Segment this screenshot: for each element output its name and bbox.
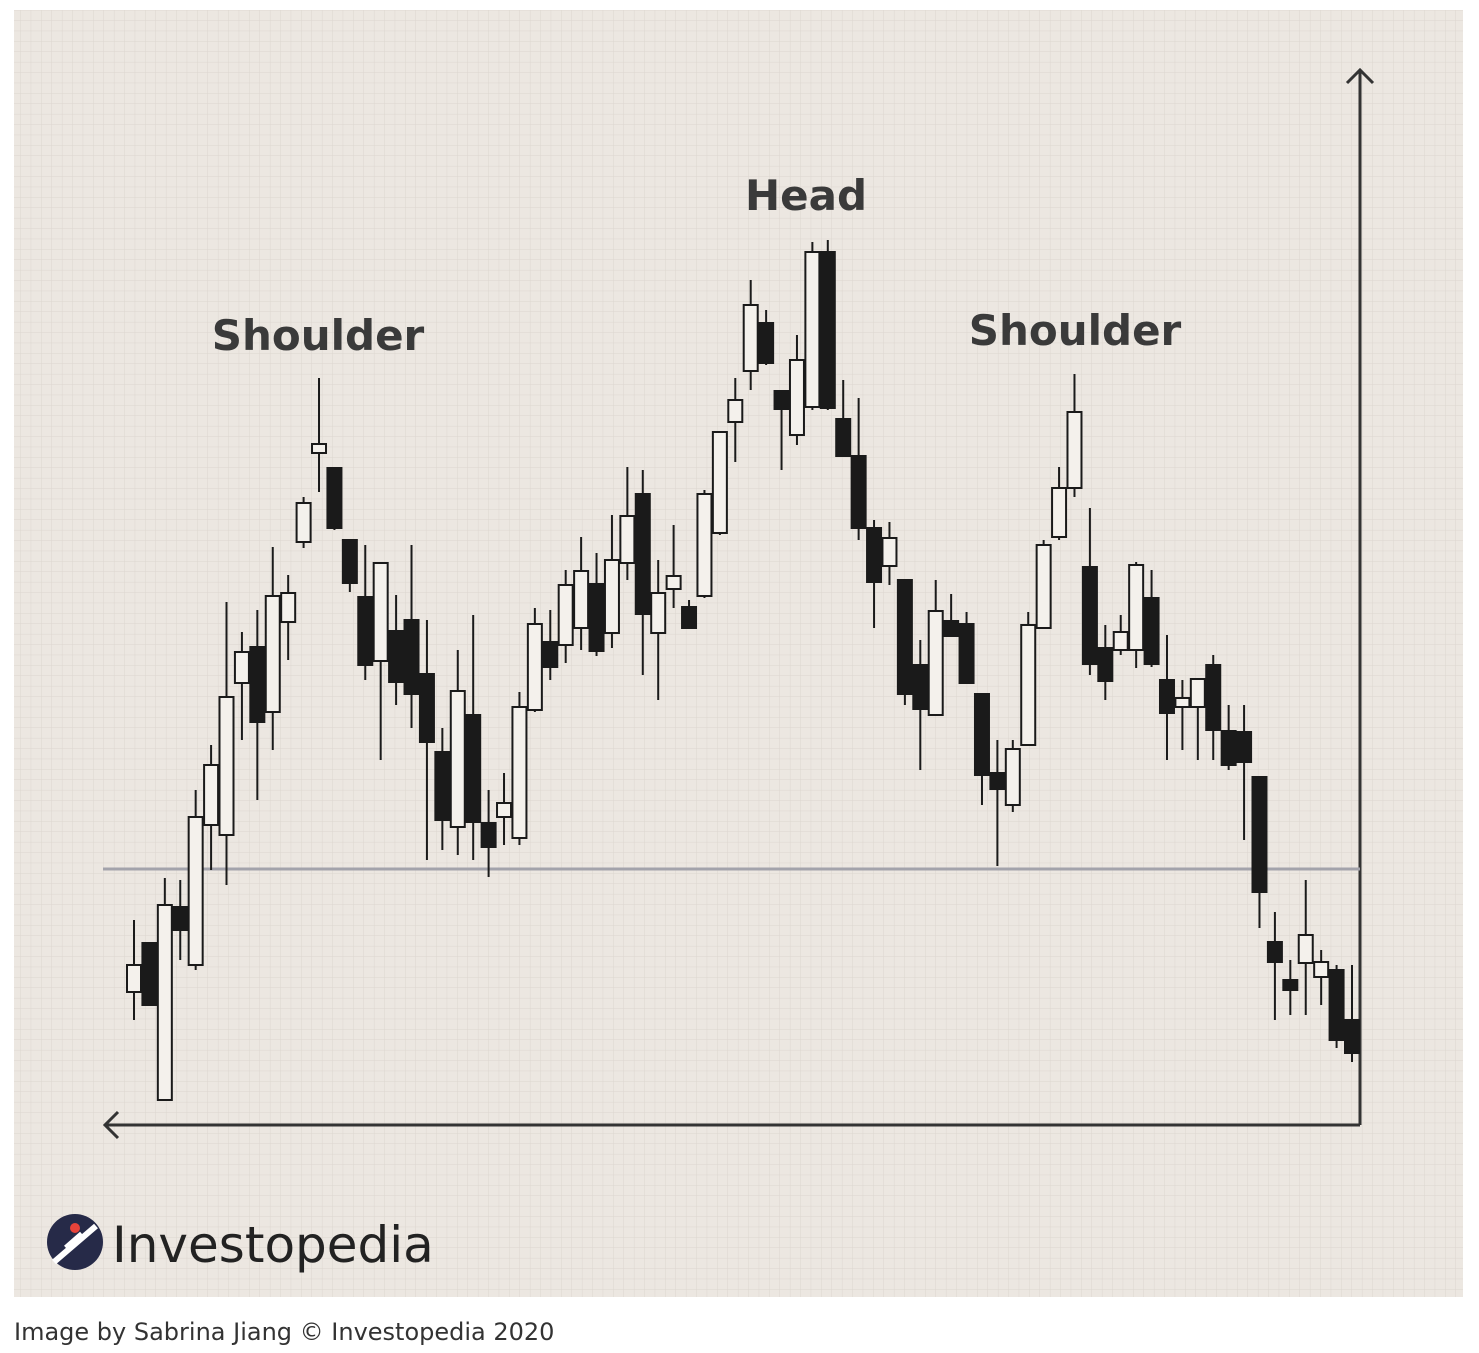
candle-body bbox=[1251, 776, 1268, 893]
candle-body bbox=[619, 515, 636, 564]
candle-body bbox=[1205, 664, 1222, 731]
candle-body bbox=[372, 562, 389, 662]
candle-body bbox=[819, 251, 836, 409]
candle-body bbox=[1066, 411, 1083, 489]
candle-body bbox=[187, 816, 204, 966]
candle-body bbox=[1051, 487, 1068, 538]
annotation: Shoulder bbox=[212, 311, 425, 360]
candle-body bbox=[341, 539, 358, 584]
candle-body bbox=[1112, 631, 1129, 651]
candle-body bbox=[280, 592, 297, 623]
candle-body bbox=[388, 630, 405, 683]
candle-body bbox=[943, 620, 960, 637]
axes bbox=[102, 67, 1375, 1140]
candle-body bbox=[264, 595, 281, 713]
candle-body bbox=[526, 623, 543, 711]
candle-body bbox=[156, 904, 173, 1101]
candle-body bbox=[1174, 697, 1191, 708]
annotation: Shoulder bbox=[969, 306, 1182, 355]
logo-text: Investopedia bbox=[112, 1216, 434, 1274]
candle-body bbox=[203, 764, 220, 826]
candle-body bbox=[1266, 941, 1283, 963]
candle-body bbox=[912, 664, 929, 710]
caption: Image by Sabrina Jiang © Investopedia 20… bbox=[14, 1318, 554, 1346]
background-grid bbox=[14, 10, 1463, 1297]
x-axis-arrow bbox=[102, 1110, 1360, 1140]
candle-body bbox=[141, 942, 158, 1006]
candle-body bbox=[1143, 597, 1160, 665]
candle-body bbox=[1189, 678, 1206, 708]
candle-body bbox=[650, 592, 667, 634]
candle-body bbox=[449, 690, 466, 828]
candle-body bbox=[326, 467, 343, 529]
candle-body bbox=[588, 583, 605, 652]
candle-body bbox=[1282, 979, 1299, 991]
candle-body bbox=[896, 579, 913, 695]
candle-body bbox=[1313, 961, 1330, 978]
candle-body bbox=[1344, 1019, 1360, 1054]
candle-body bbox=[758, 322, 775, 364]
candle-body bbox=[249, 646, 266, 723]
candle-body bbox=[1236, 731, 1253, 763]
candle-body bbox=[927, 610, 944, 716]
candle-body bbox=[958, 623, 975, 684]
candle-body bbox=[126, 964, 142, 993]
candle-body bbox=[665, 575, 682, 590]
y-axis-arrow bbox=[1345, 67, 1375, 1125]
candle-body bbox=[1004, 748, 1021, 806]
candle-body bbox=[1158, 679, 1175, 714]
candle-body bbox=[989, 772, 1006, 790]
candle-body bbox=[1081, 566, 1098, 665]
candle-body bbox=[357, 596, 374, 666]
candle-body bbox=[711, 431, 728, 534]
candle-body bbox=[835, 418, 852, 457]
logo-dot bbox=[70, 1223, 80, 1233]
candle-body bbox=[1328, 969, 1345, 1041]
candle-body bbox=[480, 822, 497, 848]
candle-body bbox=[557, 584, 574, 646]
candle-body bbox=[418, 673, 435, 743]
candle-body bbox=[696, 493, 713, 597]
candle-body bbox=[634, 493, 651, 615]
candle-body bbox=[881, 537, 898, 567]
candle-body bbox=[172, 906, 189, 931]
candle-body bbox=[465, 714, 482, 823]
candle-body bbox=[804, 251, 821, 408]
candle-body bbox=[295, 502, 312, 543]
candle-body bbox=[511, 706, 528, 839]
annotation: Head bbox=[745, 171, 867, 220]
candle-body bbox=[496, 802, 513, 818]
candle-body bbox=[603, 559, 620, 634]
candle-body bbox=[233, 651, 250, 684]
candle-body bbox=[773, 390, 790, 410]
candle-body bbox=[218, 696, 235, 836]
candle-body bbox=[1128, 564, 1145, 651]
candle-body bbox=[434, 751, 451, 821]
candle-body bbox=[973, 693, 990, 776]
candle-body bbox=[573, 570, 590, 629]
candle-body bbox=[311, 443, 328, 454]
candle-body bbox=[1220, 730, 1237, 766]
logo: Investopedia bbox=[47, 1214, 434, 1274]
candle-body bbox=[1020, 624, 1037, 746]
candle-body bbox=[681, 606, 698, 629]
logo-mark bbox=[52, 1223, 98, 1265]
candle-body bbox=[1097, 647, 1114, 682]
candle-body bbox=[742, 304, 759, 372]
candle-body bbox=[866, 527, 883, 583]
candle-body bbox=[788, 359, 805, 436]
plot bbox=[103, 240, 1360, 1101]
candle-body bbox=[727, 399, 744, 423]
candle-body bbox=[542, 641, 559, 668]
candle-body bbox=[403, 619, 420, 695]
candle-body bbox=[850, 455, 867, 529]
candle-body bbox=[1035, 544, 1052, 629]
candle-body bbox=[1297, 934, 1314, 964]
